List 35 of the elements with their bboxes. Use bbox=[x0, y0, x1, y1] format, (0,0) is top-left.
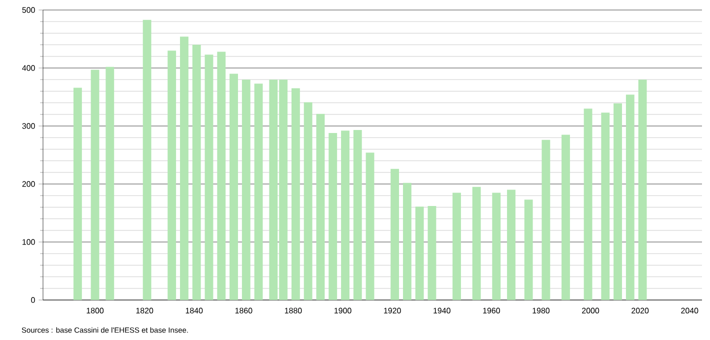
bar bbox=[168, 50, 176, 300]
bar bbox=[291, 88, 300, 300]
bar bbox=[254, 84, 263, 300]
bar bbox=[366, 152, 374, 300]
bar bbox=[601, 112, 610, 300]
bar bbox=[626, 94, 634, 300]
bar bbox=[204, 54, 214, 300]
bar bbox=[507, 190, 516, 300]
bar bbox=[106, 66, 114, 300]
bar bbox=[242, 80, 250, 300]
bar bbox=[217, 52, 226, 300]
bar bbox=[341, 130, 350, 300]
bar bbox=[638, 80, 647, 300]
bar bbox=[180, 36, 188, 300]
bar bbox=[316, 114, 325, 300]
bar bbox=[492, 192, 501, 300]
bar bbox=[73, 88, 82, 300]
bar bbox=[524, 200, 533, 300]
bar bbox=[390, 168, 400, 300]
bar bbox=[90, 70, 100, 300]
bar bbox=[562, 134, 570, 300]
bar bbox=[192, 44, 201, 300]
bar bbox=[428, 206, 436, 300]
bar bbox=[415, 206, 424, 300]
bar bbox=[328, 132, 338, 300]
bar bbox=[452, 192, 461, 300]
bar bbox=[402, 182, 412, 300]
bar bbox=[542, 140, 550, 300]
bar bbox=[584, 108, 592, 300]
bar bbox=[353, 130, 362, 300]
bar bbox=[304, 102, 312, 300]
bar bbox=[472, 186, 481, 300]
bar bbox=[230, 74, 238, 300]
bar bbox=[142, 20, 152, 300]
bar bbox=[614, 103, 622, 300]
